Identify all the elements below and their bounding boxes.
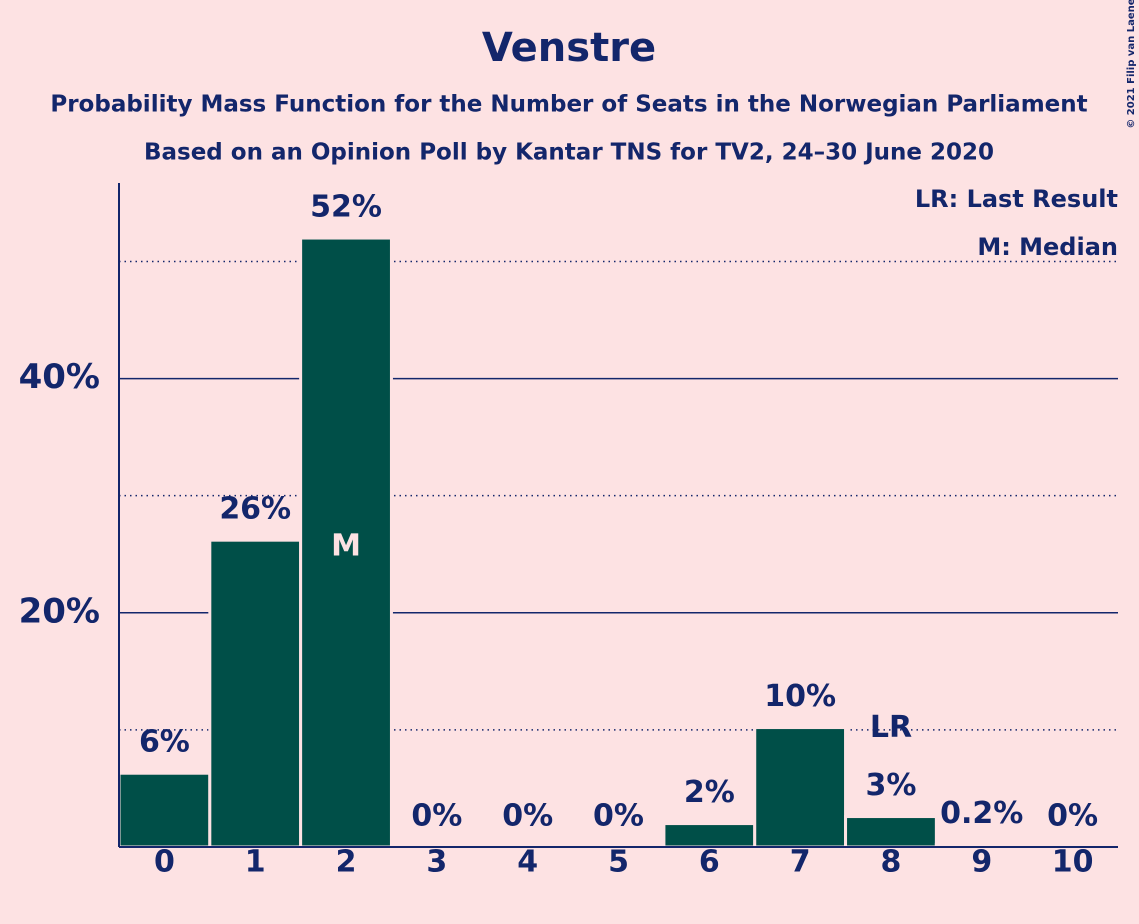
value-label: 52% [310, 190, 382, 225]
x-tick-label: 3 [426, 845, 447, 880]
value-label: 0% [1047, 799, 1098, 834]
x-tick-label: 7 [790, 845, 811, 880]
x-tick-label: 4 [517, 845, 538, 880]
x-tick-label: 6 [699, 845, 720, 880]
x-tick-label: 8 [881, 845, 902, 880]
x-tick-label: 9 [971, 845, 992, 880]
bar [753, 726, 848, 849]
median-label: M [331, 529, 361, 564]
value-label: 0% [593, 799, 644, 834]
bar [662, 822, 757, 849]
bar [208, 538, 303, 849]
bar [299, 236, 393, 849]
y-tick-label: 20% [19, 591, 100, 631]
x-tick-label: 1 [245, 845, 266, 880]
bar [117, 771, 212, 849]
last-result-label: LR [870, 710, 912, 745]
value-label: 0% [411, 799, 462, 834]
value-label: 0.2% [940, 796, 1023, 831]
value-label: 0% [502, 799, 553, 834]
copyright: © 2021 Filip van Laenen [1126, 0, 1137, 129]
legend-entry: M: Median [977, 233, 1118, 261]
bar [844, 815, 938, 849]
y-tick-label: 40% [19, 357, 100, 397]
x-tick-label: 0 [154, 845, 175, 880]
value-label: 26% [219, 492, 291, 527]
chart-subtitle: Probability Mass Function for the Number… [50, 92, 1087, 118]
x-tick-label: 5 [608, 845, 629, 880]
chart-subtitle: Based on an Opinion Poll by Kantar TNS f… [144, 140, 994, 166]
value-label: 6% [139, 725, 190, 760]
value-label: 3% [865, 768, 916, 803]
chart-title: Venstre [482, 25, 656, 71]
value-label: 2% [684, 775, 735, 810]
x-tick-label: 10 [1052, 845, 1094, 880]
value-label: 10% [764, 679, 836, 714]
x-tick-label: 2 [336, 845, 357, 880]
legend-entry: LR: Last Result [915, 185, 1118, 213]
